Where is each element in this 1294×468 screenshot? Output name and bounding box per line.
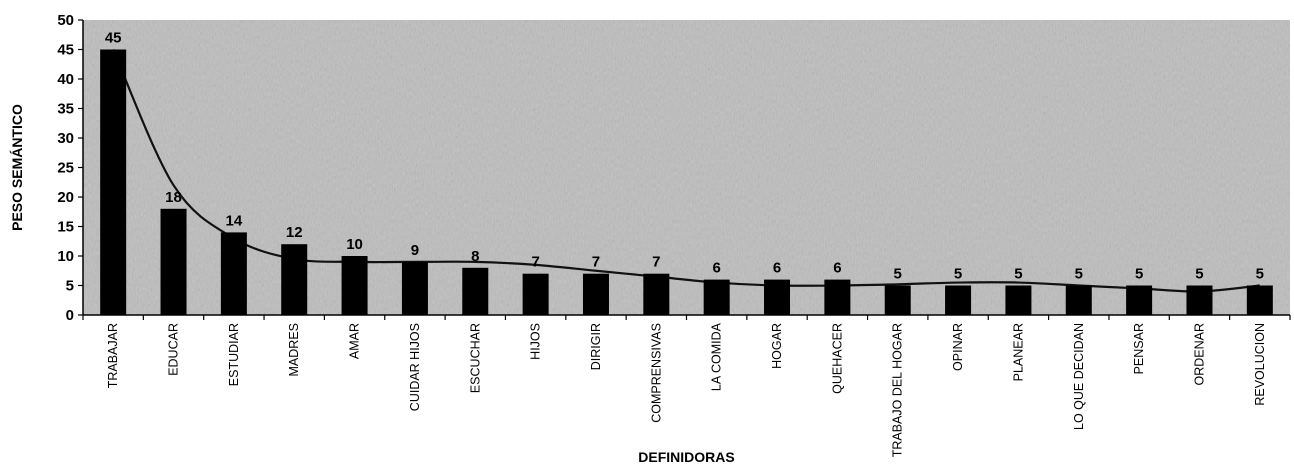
data-label: 45 bbox=[105, 30, 122, 47]
bar bbox=[1246, 285, 1273, 315]
plot-texture bbox=[83, 20, 1290, 315]
bar bbox=[884, 285, 911, 315]
bar bbox=[945, 285, 972, 315]
x-tick-label: OPINAR bbox=[951, 323, 965, 371]
x-tick-label: CUIDAR HIJOS bbox=[408, 323, 422, 411]
x-tick-label: TRABAJAR bbox=[106, 323, 120, 388]
bar bbox=[1065, 285, 1092, 315]
bar bbox=[703, 279, 730, 315]
y-tick-label: 15 bbox=[57, 219, 74, 236]
x-tick-label: ESTUDIAR bbox=[227, 323, 241, 386]
data-label: 5 bbox=[894, 266, 902, 283]
y-tick-label: 30 bbox=[57, 130, 74, 147]
x-tick-label: PENSAR bbox=[1132, 323, 1146, 374]
data-label: 12 bbox=[286, 224, 303, 241]
y-axis-title: PESO SEMÁNTICO bbox=[9, 104, 25, 231]
x-axis-title: DEFINIDORAS bbox=[638, 449, 734, 465]
bar bbox=[1126, 285, 1153, 315]
data-label: 9 bbox=[411, 242, 419, 259]
bar bbox=[522, 273, 549, 315]
bar bbox=[824, 279, 851, 315]
data-label: 5 bbox=[1135, 266, 1143, 283]
x-tick-label: LO QUE DECIDAN bbox=[1072, 323, 1086, 430]
x-tick-label: DIRIGIR bbox=[589, 323, 603, 370]
bar bbox=[341, 256, 368, 315]
data-label: 5 bbox=[1256, 266, 1264, 283]
bar bbox=[643, 273, 670, 315]
x-tick-label: AMAR bbox=[348, 323, 362, 359]
data-label: 18 bbox=[165, 189, 182, 206]
data-label: 8 bbox=[471, 248, 479, 265]
data-label: 6 bbox=[833, 260, 841, 277]
bar bbox=[281, 244, 308, 315]
y-tick-label: 40 bbox=[57, 71, 74, 88]
x-tick-label: REVOLUCION bbox=[1253, 323, 1267, 406]
data-label: 14 bbox=[226, 212, 243, 229]
bar bbox=[401, 261, 428, 315]
data-label: 5 bbox=[1195, 266, 1203, 283]
x-tick-label: ORDENAR bbox=[1192, 323, 1206, 386]
data-labels: 45 18 14 12 10 9 8 7 7 7 6 6 6 5 5 5 5 5 5 5 bbox=[105, 30, 1264, 283]
y-tick-label: 45 bbox=[57, 42, 74, 59]
bar bbox=[764, 279, 791, 315]
x-tick-label: PLANEAR bbox=[1011, 323, 1025, 381]
data-label: 5 bbox=[954, 266, 962, 283]
y-tick-label: 50 bbox=[57, 12, 74, 29]
data-label: 5 bbox=[1075, 266, 1083, 283]
bar bbox=[462, 267, 489, 315]
x-tick-label: QUEHACER bbox=[830, 323, 844, 394]
y-axis: 0 5 10 15 20 25 30 35 40 45 50 bbox=[57, 12, 84, 324]
bar bbox=[220, 232, 247, 315]
data-label: 7 bbox=[652, 254, 660, 271]
y-tick-label: 5 bbox=[66, 278, 74, 295]
x-axis: TRABAJAR EDUCAR ESTUDIAR MADRES AMAR CUIDAR H… bbox=[82, 314, 1291, 457]
y-tick-label: 20 bbox=[57, 189, 74, 206]
x-tick-label: TRABAJO DEL HOGAR bbox=[891, 323, 905, 457]
x-tick-label: HOGAR bbox=[770, 323, 784, 369]
x-tick-label: HIJOS bbox=[529, 323, 543, 360]
data-label: 5 bbox=[1014, 266, 1022, 283]
bar-series bbox=[100, 49, 1273, 315]
y-tick-label: 0 bbox=[66, 307, 74, 324]
y-tick-label: 25 bbox=[57, 160, 74, 177]
data-label: 7 bbox=[531, 254, 539, 271]
x-tick-label: MADRES bbox=[287, 323, 301, 376]
x-tick-label: COMPRENSIVAS bbox=[649, 323, 663, 423]
x-tick-label: ESCUCHAR bbox=[468, 323, 482, 393]
bar bbox=[582, 273, 609, 315]
y-tick-label: 35 bbox=[57, 101, 74, 118]
x-tick-label: LA COMIDA bbox=[710, 322, 724, 391]
data-label: 7 bbox=[592, 254, 600, 271]
x-tick-label: EDUCAR bbox=[167, 323, 181, 376]
data-label: 6 bbox=[713, 260, 721, 277]
y-tick-label: 10 bbox=[57, 248, 74, 265]
bar bbox=[160, 208, 187, 315]
bar bbox=[100, 49, 127, 315]
data-label: 6 bbox=[773, 260, 781, 277]
bar bbox=[1005, 285, 1032, 315]
data-label: 10 bbox=[346, 236, 363, 253]
bar bbox=[1186, 285, 1213, 315]
plot-area bbox=[83, 20, 1290, 315]
